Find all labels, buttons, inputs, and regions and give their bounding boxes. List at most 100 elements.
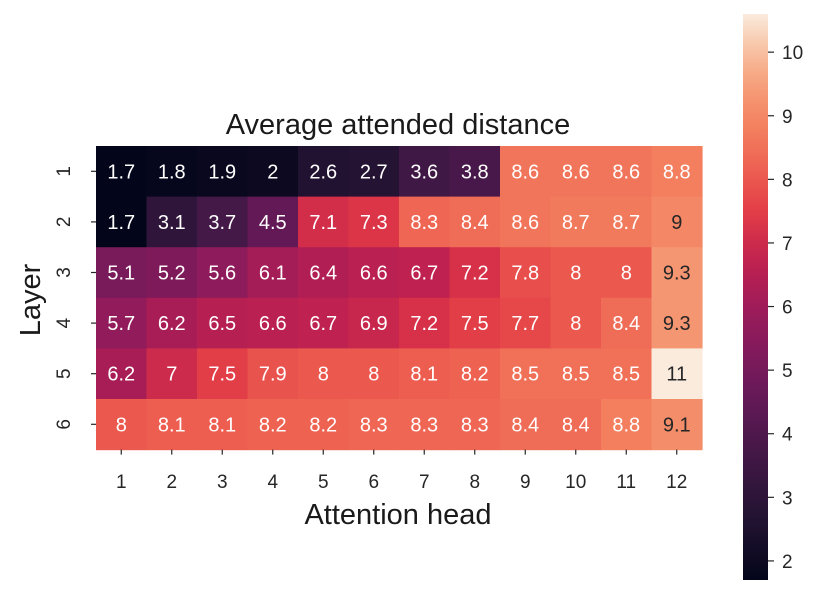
heatmap-cell — [550, 399, 602, 451]
x-tick-label: 12 — [666, 472, 687, 493]
heatmap-cell — [348, 399, 400, 451]
cell-value-label: 7.2 — [410, 313, 438, 335]
heatmap-cell — [197, 247, 249, 299]
heatmap-cell — [348, 146, 400, 198]
heatmap-cell — [348, 196, 400, 248]
heatmap-cell — [500, 348, 552, 400]
heatmap-cell — [550, 196, 602, 248]
x-tick-label: 1 — [116, 472, 127, 493]
heatmap-cell — [298, 297, 350, 349]
cell-value-label: 8.4 — [612, 313, 640, 335]
heatmap-cell — [500, 146, 552, 198]
heatmap-cell — [449, 196, 501, 248]
colorbar-ticks: 2 3 4 5 6 7 8 9 10 — [768, 43, 803, 573]
colorbar-tick-label: 7 — [782, 234, 793, 255]
colorbar-tick-label: 3 — [782, 488, 793, 509]
cell-value-label: 5.1 — [107, 263, 135, 285]
heatmap-cell — [399, 146, 451, 198]
heatmap-cell — [197, 348, 249, 400]
colorbar-tick-label: 2 — [782, 552, 793, 573]
y-tick-label: 6 — [54, 419, 75, 430]
heatmap-cell — [399, 348, 451, 400]
heatmap-cell — [399, 399, 451, 451]
x-tick-label: 6 — [368, 472, 379, 493]
colorbar-tick-label: 10 — [782, 43, 803, 64]
heatmap-cell — [348, 247, 400, 299]
cell-value-label: 4.5 — [259, 212, 287, 234]
cell-value-label: 8.5 — [562, 364, 590, 386]
cell-value-label: 8.5 — [612, 364, 640, 386]
cell-value-label: 8.6 — [562, 161, 590, 183]
cell-value-label: 1.7 — [107, 212, 135, 234]
cell-value-label: 8.3 — [461, 414, 489, 436]
cell-value-label: 8.2 — [309, 414, 337, 436]
cell-value-label: 3.7 — [208, 212, 236, 234]
colorbar-tick-label: 5 — [782, 361, 793, 382]
x-tick-label: 3 — [217, 472, 228, 493]
x-tick-label: 5 — [318, 472, 329, 493]
cell-value-label: 6.2 — [158, 313, 186, 335]
cell-value-label: 8.6 — [511, 212, 539, 234]
cell-value-label: 8.2 — [461, 364, 489, 386]
y-axis-ticks: 1 2 3 4 5 6 — [54, 166, 96, 430]
heatmap-cell — [247, 399, 299, 451]
cell-value-label: 7.2 — [461, 263, 489, 285]
heatmap-cell — [197, 399, 249, 451]
heatmap-cell — [651, 348, 703, 400]
cell-value-label: 8.1 — [410, 364, 438, 386]
cell-value-label: 2.6 — [309, 161, 337, 183]
cell-value-label: 7.7 — [511, 313, 539, 335]
cell-value-label: 5.2 — [158, 263, 186, 285]
heatmap-cell — [550, 348, 602, 400]
cell-value-label: 6.5 — [208, 313, 236, 335]
heatmap-cell — [500, 297, 552, 349]
heatmap-cell — [298, 247, 350, 299]
cell-value-label: 8 — [570, 313, 581, 335]
cell-value-label: 11 — [666, 364, 687, 386]
heatmap-cell — [247, 146, 299, 198]
heatmap-cell — [449, 297, 501, 349]
heatmap-cell — [96, 146, 148, 198]
cell-value-label: 8 — [621, 263, 632, 285]
cell-value-label: 8.4 — [461, 212, 489, 234]
colorbar-tick-label: 8 — [782, 170, 793, 191]
cell-value-label: 1.9 — [208, 161, 236, 183]
cell-value-label: 8.7 — [562, 212, 590, 234]
cell-value-label: 6.7 — [410, 263, 438, 285]
heatmap-cell — [96, 196, 148, 248]
colorbar-tick-label: 6 — [782, 298, 793, 319]
x-tick-label: 9 — [520, 472, 531, 493]
heatmap-cell — [449, 399, 501, 451]
heatmap-cell — [247, 297, 299, 349]
heatmap-cell — [96, 399, 148, 451]
heatmap-cell — [197, 146, 249, 198]
cell-value-label: 8.1 — [208, 414, 236, 436]
cell-value-label: 3.1 — [158, 212, 186, 234]
heatmap-cell — [399, 297, 451, 349]
heatmap-cell — [651, 247, 703, 299]
heatmap-cell — [601, 348, 653, 400]
cell-value-label: 3.8 — [461, 161, 489, 183]
cell-value-label: 5.6 — [208, 263, 236, 285]
cell-value-label: 8.4 — [562, 414, 590, 436]
x-tick-label: 7 — [419, 472, 430, 493]
heatmap-cell — [298, 399, 350, 451]
cell-value-label: 8.3 — [410, 212, 438, 234]
heatmap-cell — [651, 196, 703, 248]
cell-value-label: 7.8 — [511, 263, 539, 285]
heatmap-cell — [500, 247, 552, 299]
cell-value-label: 9.3 — [663, 263, 691, 285]
cell-value-label: 7.5 — [461, 313, 489, 335]
cell-value-label: 1.7 — [107, 161, 135, 183]
cell-value-label: 8.7 — [612, 212, 640, 234]
cell-value-label: 9 — [671, 212, 682, 234]
heatmap-cell — [96, 348, 148, 400]
cell-value-label: 8 — [318, 364, 329, 386]
heatmap-cell — [399, 247, 451, 299]
heatmap-cell — [146, 399, 198, 451]
cell-value-label: 6.6 — [360, 263, 388, 285]
cell-value-label: 6.4 — [309, 263, 337, 285]
cell-value-label: 6.6 — [259, 313, 287, 335]
cell-value-label: 7 — [166, 364, 177, 386]
cell-value-label: 8 — [116, 414, 127, 436]
